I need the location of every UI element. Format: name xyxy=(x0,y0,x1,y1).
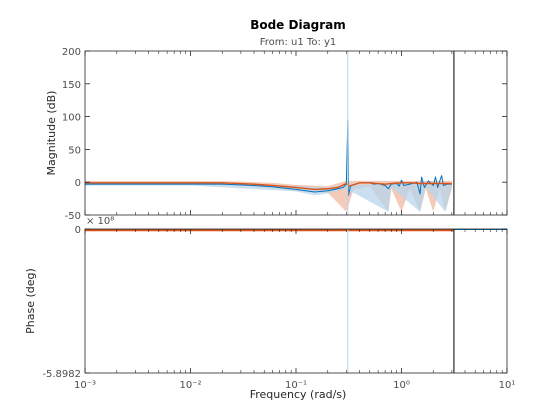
magnitude-y-tick-label: -50 xyxy=(65,211,81,222)
magnitude-y-tick-label: 0 xyxy=(75,178,81,189)
phase-y-tick-label: -5.8982 xyxy=(42,369,81,380)
magnitude-ylabel: Magnitude (dB) xyxy=(45,91,58,176)
phase-plot xyxy=(85,229,507,232)
chart-subtitle: From: u1 To: y1 xyxy=(259,37,337,48)
x-tick-label: 10⁻² xyxy=(179,380,201,391)
magnitude-y-tick-label: 100 xyxy=(62,113,81,124)
magnitude-band-3 xyxy=(85,182,452,212)
x-axis-label: Frequency (rad/s) xyxy=(250,388,347,401)
chart-title: Bode Diagram xyxy=(250,18,346,32)
phase-axes-background xyxy=(85,229,507,373)
magnitude-y-tick-label: 150 xyxy=(62,80,81,91)
x-tick-label: 10⁻¹ xyxy=(285,380,307,391)
x-tick-label: 10¹ xyxy=(499,380,516,391)
phase-ylabel: Phase (deg) xyxy=(24,268,37,334)
phase-y-tick-label: 0 xyxy=(75,225,81,236)
x-tick-label: 10⁻³ xyxy=(74,380,96,391)
phase-exponent-label: × 10⁸ xyxy=(86,216,114,227)
magnitude-y-tick-label: 50 xyxy=(68,145,81,156)
x-tick-label: 10⁰ xyxy=(393,380,410,391)
magnitude-y-tick-label: 200 xyxy=(62,47,81,58)
